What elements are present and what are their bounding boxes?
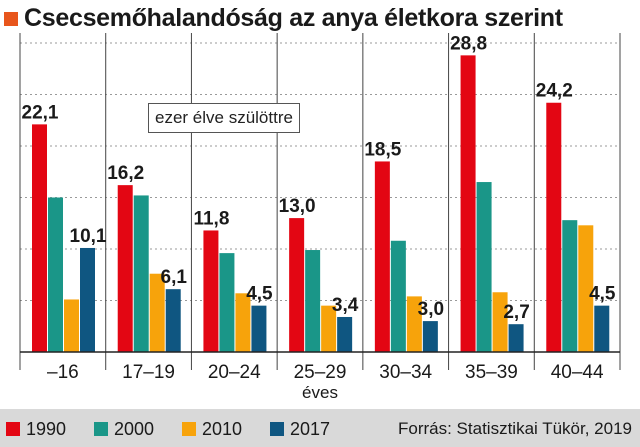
bar-2010 [64, 299, 79, 352]
bar-2000 [305, 250, 321, 352]
bar-2017 [165, 289, 181, 352]
title-bar: Csecsemőhalandóság az anya életkora szer… [0, 0, 640, 44]
x-tick-label: 30–34 [379, 362, 432, 383]
legend-label-2017: 2017 [290, 419, 331, 439]
bar-2000 [562, 220, 578, 352]
data-label-2017: 3,0 [418, 299, 444, 320]
bar-1990 [203, 230, 219, 352]
chart-title: Csecsemőhalandóság az anya életkora szer… [24, 4, 563, 32]
bar-2010 [235, 293, 251, 352]
x-tick-label: –16 [47, 362, 79, 383]
data-label-2017: 4,5 [589, 284, 616, 305]
bar-2017 [594, 305, 610, 352]
bar-2000 [133, 195, 149, 352]
bar-2010 [492, 292, 508, 352]
bar-1990 [374, 161, 390, 352]
title-accent-square [4, 12, 18, 26]
data-label-2017: 2,7 [503, 302, 529, 323]
bar-2017 [337, 316, 353, 352]
data-label-1990: 22,1 [22, 102, 59, 123]
bar-1990 [117, 185, 133, 352]
legend-swatch-2000 [94, 422, 108, 436]
x-tick-label: 40–44 [551, 362, 604, 383]
x-tick-label: 20–24 [208, 362, 261, 383]
bar-2000 [48, 197, 63, 352]
data-label-2017: 10,1 [70, 226, 107, 247]
x-tick-label: 35–39 [465, 362, 518, 383]
data-label-1990: 28,8 [450, 33, 487, 54]
bar-2017 [251, 305, 267, 352]
data-label-1990: 16,2 [107, 163, 144, 184]
x-tick-label: 17–19 [122, 362, 175, 383]
bar-2010 [578, 225, 594, 352]
unit-label: ezer élve szülöttre [148, 103, 300, 133]
x-axis-label: éves [302, 383, 338, 402]
bar-2000 [219, 253, 235, 352]
data-label-2017: 3,4 [332, 295, 359, 316]
bar-1990 [460, 55, 476, 353]
bar-2010 [149, 273, 165, 352]
legend-swatch-2017 [270, 422, 284, 436]
legend-swatch-2010 [182, 422, 196, 436]
bar-1990 [546, 102, 562, 353]
data-label-1990: 13,0 [279, 196, 316, 217]
bar-2017 [80, 247, 95, 352]
chart-plot: 22,1 10,1 –16 16,2 6,1 17–19 11,8 4,5 20–24 13,0 3… [19, 33, 621, 402]
legend-label-1990: 1990 [26, 419, 67, 439]
data-label-1990: 11,8 [193, 208, 229, 229]
legend-swatch-1990 [6, 422, 20, 436]
data-label-2017: 6,1 [161, 267, 188, 288]
legend-label-2010: 2010 [202, 419, 243, 439]
bar-2000 [390, 240, 406, 352]
bar-2010 [406, 296, 422, 352]
source-note: Forrás: Statisztikai Tükör, 2019 [397, 419, 632, 438]
bar-1990 [289, 218, 305, 352]
data-label-1990: 18,5 [364, 139, 401, 160]
bar-2000 [476, 182, 492, 352]
legend-footer: 1990 2000 2010 2017 Forrás: Statisztikai… [0, 409, 640, 447]
bar-2017 [508, 324, 524, 352]
bar-2010 [321, 305, 337, 352]
data-label-1990: 24,2 [536, 81, 573, 102]
data-label-2017: 4,5 [246, 284, 273, 305]
legend-label-2000: 2000 [114, 419, 155, 439]
x-tick-label: 25–29 [294, 362, 347, 383]
bar-1990 [32, 124, 47, 353]
bar-2017 [422, 321, 438, 352]
